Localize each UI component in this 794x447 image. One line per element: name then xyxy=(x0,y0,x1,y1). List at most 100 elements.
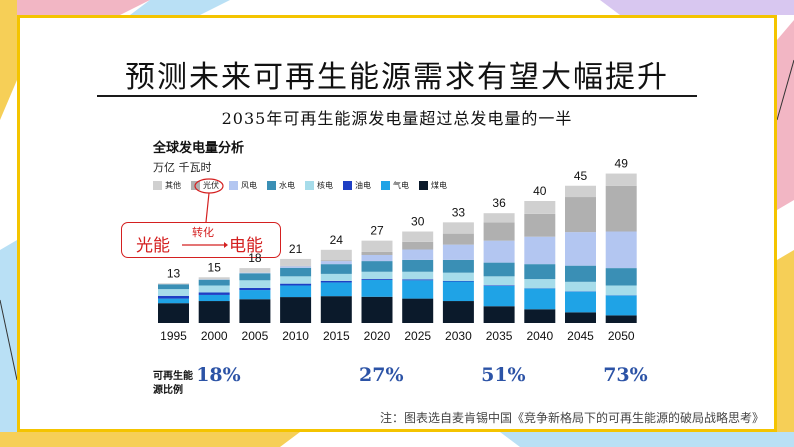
bar-segment xyxy=(361,279,393,297)
x-tick-label: 2035 xyxy=(486,329,513,343)
bar-segment xyxy=(402,279,434,281)
legend-swatch xyxy=(153,181,162,190)
bar-segment xyxy=(442,281,474,302)
bar-segment xyxy=(565,232,596,266)
title-divider xyxy=(97,95,697,97)
bar-segment xyxy=(524,288,556,310)
x-tick-label: 2020 xyxy=(364,329,391,343)
bar-segment xyxy=(605,285,637,296)
renewable-share-label-line2: 源比例 xyxy=(153,385,183,396)
legend-item: 核电 xyxy=(305,180,333,191)
renewable-share-value: 18% xyxy=(196,364,241,386)
bar-segment xyxy=(565,197,596,233)
bar-segment xyxy=(442,233,474,245)
bar-segment xyxy=(442,301,474,323)
bar-total-label: 36 xyxy=(492,196,506,210)
bar-segment xyxy=(198,301,230,323)
x-tick-label: 1995 xyxy=(160,329,187,343)
chart-unit: 万亿 千瓦时 xyxy=(153,161,212,174)
bar-segment xyxy=(361,279,393,280)
bar-segment xyxy=(524,279,556,289)
bar-total-label: 40 xyxy=(533,184,547,198)
legend-label: 煤电 xyxy=(431,181,447,190)
bar-segment xyxy=(605,315,637,323)
bar-segment xyxy=(320,296,352,323)
bar-segment xyxy=(483,240,515,263)
bar-segment xyxy=(442,244,474,260)
bar-segment xyxy=(402,249,434,260)
bar-segment xyxy=(442,280,474,282)
bar-segment xyxy=(361,271,393,280)
bar-segment xyxy=(402,298,434,323)
bar-segment xyxy=(158,289,189,296)
legend-label: 油电 xyxy=(355,181,371,190)
bar-segment xyxy=(483,285,515,307)
bar-segment xyxy=(239,268,271,273)
x-tick-label: 2050 xyxy=(608,329,635,343)
source-footnote: 注：图表选自麦肯锡中国《竞争新格局下的可再生能源的破局战略思考》 xyxy=(379,411,764,425)
annotation-conversion: 转化 xyxy=(192,226,214,239)
renewable-share-label-line1: 可再生能 xyxy=(153,371,193,382)
bar-segment xyxy=(280,266,312,268)
bar-segment xyxy=(442,259,474,273)
bar-segment xyxy=(402,280,434,299)
bar-segment xyxy=(483,262,515,277)
bar-segment xyxy=(320,260,352,262)
bar-segment xyxy=(402,231,434,242)
bar-segment xyxy=(239,280,271,288)
legend-item: 风电 xyxy=(229,180,257,191)
bar-segment xyxy=(320,261,352,265)
x-tick-label: 2005 xyxy=(242,329,269,343)
bar-segment xyxy=(280,267,312,277)
bar-segment xyxy=(158,298,189,304)
bar-segment xyxy=(565,265,596,282)
legend-label: 核电 xyxy=(317,181,333,190)
x-tick-label: 2010 xyxy=(282,329,309,343)
bar-total-label: 18 xyxy=(248,251,262,265)
renewable-share-value: 51% xyxy=(481,364,526,386)
bar-segment xyxy=(605,185,637,232)
bar-segment xyxy=(605,295,637,316)
annotation-electric-energy: 电能 xyxy=(229,236,263,256)
legend-swatch xyxy=(267,181,276,190)
bar-segment xyxy=(158,303,189,323)
legend-item: 水电 xyxy=(267,180,295,191)
bar-segment xyxy=(320,249,352,261)
bar-segment xyxy=(198,292,230,295)
bar-total-label: 30 xyxy=(411,215,425,229)
bar-segment xyxy=(280,297,312,323)
bar-segment xyxy=(483,306,515,323)
bar-segment xyxy=(158,283,189,285)
renewable-share-value: 73% xyxy=(603,364,648,386)
bar-total-label: 33 xyxy=(452,205,466,219)
bar-segment xyxy=(239,290,271,300)
legend-label: 气电 xyxy=(393,181,409,190)
bar-segment xyxy=(483,276,515,286)
legend-item: 其他 xyxy=(153,180,181,191)
bar-total-label: 21 xyxy=(289,242,303,256)
bar-segment xyxy=(524,264,556,280)
arrow-right-icon xyxy=(182,242,228,248)
bar-segment xyxy=(483,285,515,286)
x-tick-label: 2030 xyxy=(445,329,472,343)
x-tick-label: 2045 xyxy=(567,329,594,343)
bar-segment xyxy=(565,281,596,292)
x-tick-label: 2040 xyxy=(526,329,553,343)
bar-segment xyxy=(198,294,230,302)
bar-segment xyxy=(239,273,271,281)
bar-total-label: 27 xyxy=(370,224,384,238)
bar-segment xyxy=(198,279,230,286)
bar-segment xyxy=(239,272,271,274)
bar-segment xyxy=(198,285,230,293)
legend-item: 煤电 xyxy=(419,180,447,191)
x-tick-label: 2015 xyxy=(323,329,350,343)
bar-segment xyxy=(402,259,434,272)
bar-segment xyxy=(239,299,271,323)
bar-segment xyxy=(524,213,556,237)
legend-label: 风电 xyxy=(241,181,257,190)
bar-segment xyxy=(361,251,393,255)
bar-segment xyxy=(158,295,189,299)
legend-swatch xyxy=(305,181,314,190)
legend-swatch xyxy=(343,181,352,190)
